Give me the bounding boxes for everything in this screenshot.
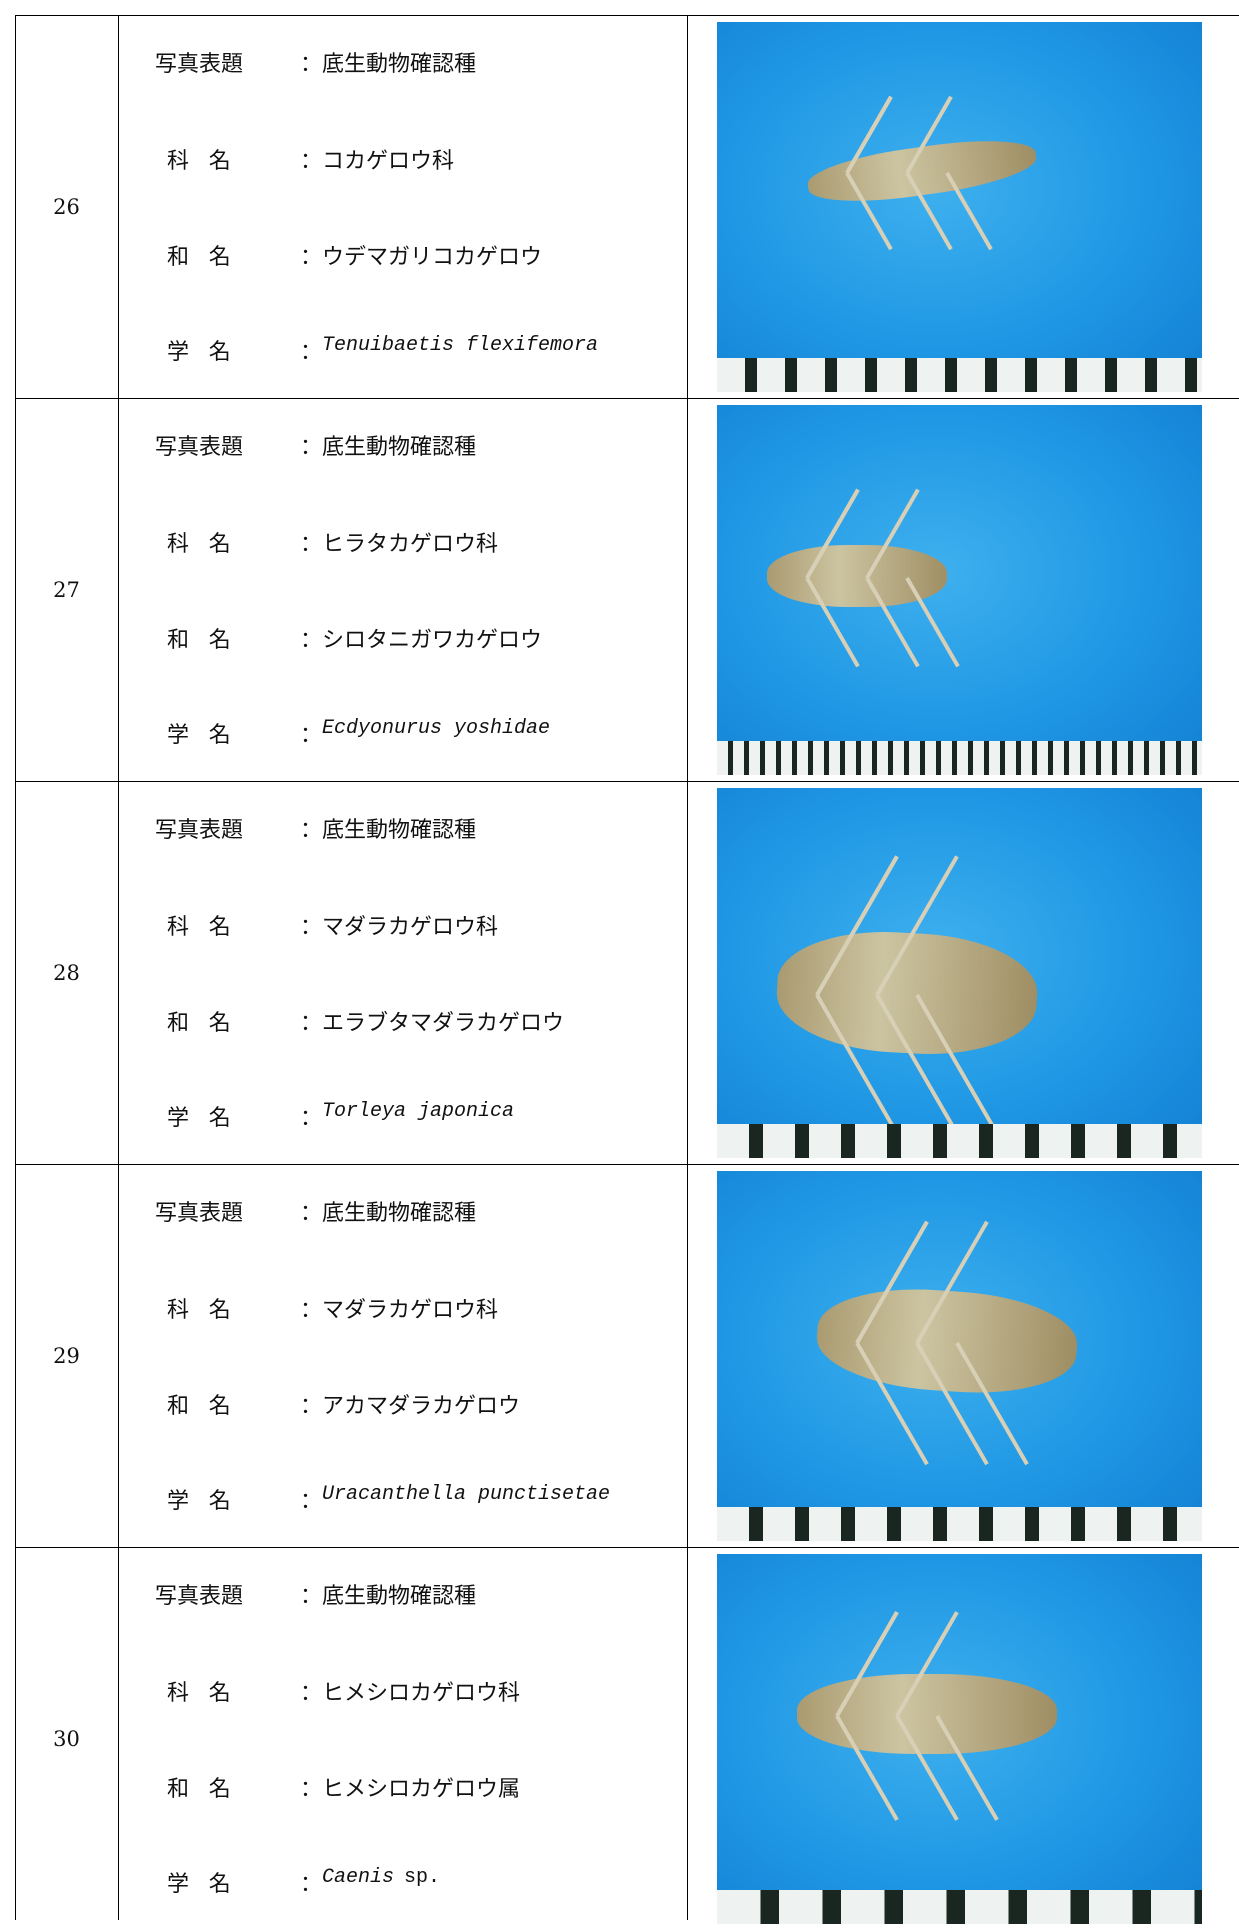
field-label: 科名 xyxy=(167,532,251,557)
field-value: コカゲロウ科 xyxy=(322,149,455,174)
field-label: 写真表題 xyxy=(155,818,244,843)
field-label: 科名 xyxy=(167,915,251,940)
field-value: Caenis sp. xyxy=(322,1866,441,1889)
specimen-photo xyxy=(717,1171,1202,1541)
field-label: 写真表題 xyxy=(155,1584,244,1609)
field-separator: ： xyxy=(300,149,323,174)
table-row: 27 写真表題：底生動物確認種 科名：ヒラタカゲロウ科 和名：シロタニガワカゲロウ 学名… xyxy=(15,398,1239,781)
field-separator: ： xyxy=(300,1489,323,1514)
field-value: 底生動物確認種 xyxy=(322,1201,477,1226)
field-value: Tenuibaetis flexifemora xyxy=(322,334,599,357)
field-value: 底生動物確認種 xyxy=(322,818,477,843)
field-label: 学名 xyxy=(167,723,251,748)
field-separator: ： xyxy=(300,1011,323,1036)
specimen-photo xyxy=(717,788,1202,1158)
row-number: 26 xyxy=(53,195,80,219)
field-label: 和名 xyxy=(167,245,251,270)
field-separator: ： xyxy=(300,1872,323,1897)
field-value: ウデマガリコカゲロウ xyxy=(322,245,543,270)
row-number-cell: 27 xyxy=(15,399,118,781)
field-separator: ： xyxy=(300,1298,323,1323)
field-suffix: sp. xyxy=(404,1866,441,1889)
specimen-photo xyxy=(717,1554,1202,1924)
field-value: マダラカゲロウ科 xyxy=(322,915,499,940)
field-separator: ： xyxy=(300,245,323,270)
table-border xyxy=(15,15,16,1920)
field-separator: ： xyxy=(300,915,323,940)
table-row: 30 写真表題：底生動物確認種 科名：ヒメシロカゲロウ科 和名：ヒメシロカゲロウ属 学名… xyxy=(15,1547,1239,1930)
field-value: 底生動物確認種 xyxy=(322,1584,477,1609)
field-separator: ： xyxy=(300,1394,323,1419)
field-separator: ： xyxy=(300,435,323,460)
field-separator: ： xyxy=(300,1681,323,1706)
field-label: 和名 xyxy=(167,1011,251,1036)
specimen xyxy=(813,1282,1081,1400)
table-row: 29 写真表題：底生動物確認種 科名：マダラカゲロウ科 和名：アカマダラカゲロウ 学名：… xyxy=(15,1164,1239,1547)
table-row: 28 写真表題：底生動物確認種 科名：マダラカゲロウ科 和名：エラブタマダラカゲロウ学… xyxy=(15,781,1239,1164)
row-number-cell: 30 xyxy=(15,1548,118,1930)
field-value: 底生動物確認種 xyxy=(322,52,477,77)
field-label: 学名 xyxy=(167,1106,251,1131)
field-label: 学名 xyxy=(167,340,251,365)
row-number: 30 xyxy=(53,1727,80,1751)
field-separator: ： xyxy=(300,1201,323,1226)
scale-ruler xyxy=(717,1507,1202,1541)
field-label: 和名 xyxy=(167,1777,251,1802)
field-separator: ： xyxy=(300,532,323,557)
field-value: エラブタマダラカゲロウ xyxy=(322,1011,565,1036)
specimen-photo xyxy=(717,405,1202,775)
table-row: 26 写真表題：底生動物確認種 科名：コカゲロウ科 和名：ウデマガリコカゲロウ 学名： T… xyxy=(15,15,1239,398)
field-value: Ecdyonurus yoshidae xyxy=(322,717,551,740)
field-value: Uracanthella punctisetae xyxy=(322,1483,611,1506)
field-value: ヒメシロカゲロウ科 xyxy=(322,1681,521,1706)
row-number: 29 xyxy=(53,1344,80,1368)
field-separator: ： xyxy=(300,1777,323,1802)
row-number-cell: 28 xyxy=(15,782,118,1164)
field-value: アカマダラカゲロウ xyxy=(322,1394,521,1419)
field-label: 写真表題 xyxy=(155,435,244,460)
row-number-cell: 29 xyxy=(15,1165,118,1547)
row-number-cell: 26 xyxy=(15,16,118,398)
field-separator: ： xyxy=(300,723,323,748)
field-label: 和名 xyxy=(167,1394,251,1419)
table-border xyxy=(118,15,119,1920)
scale-ruler xyxy=(717,741,1202,775)
field-separator: ： xyxy=(300,1106,323,1131)
field-label: 科名 xyxy=(167,149,251,174)
field-label: 科名 xyxy=(167,1298,251,1323)
field-value: シロタニガワカゲロウ xyxy=(322,628,543,653)
row-number: 27 xyxy=(53,578,80,602)
scale-ruler xyxy=(717,1124,1202,1158)
field-value: ヒラタカゲロウ科 xyxy=(322,532,499,557)
field-label: 科名 xyxy=(167,1681,251,1706)
field-separator: ： xyxy=(300,1584,323,1609)
row-number: 28 xyxy=(53,961,80,985)
scale-ruler xyxy=(717,358,1202,392)
scale-ruler xyxy=(717,1890,1202,1924)
field-separator: ： xyxy=(300,628,323,653)
table-border xyxy=(687,15,688,1920)
field-value: 底生動物確認種 xyxy=(322,435,477,460)
field-separator: ： xyxy=(300,340,323,365)
field-separator: ： xyxy=(300,52,323,77)
field-separator: ： xyxy=(300,818,323,843)
field-label: 和名 xyxy=(167,628,251,653)
field-value: Torleya japonica xyxy=(322,1100,515,1123)
field-label: 写真表題 xyxy=(155,52,244,77)
specimen-photo xyxy=(717,22,1202,392)
field-label: 写真表題 xyxy=(155,1201,244,1226)
field-value: ヒメシロカゲロウ属 xyxy=(322,1777,521,1802)
field-value: マダラカゲロウ科 xyxy=(322,1298,499,1323)
field-label: 学名 xyxy=(167,1489,251,1514)
field-label: 学名 xyxy=(167,1872,251,1897)
